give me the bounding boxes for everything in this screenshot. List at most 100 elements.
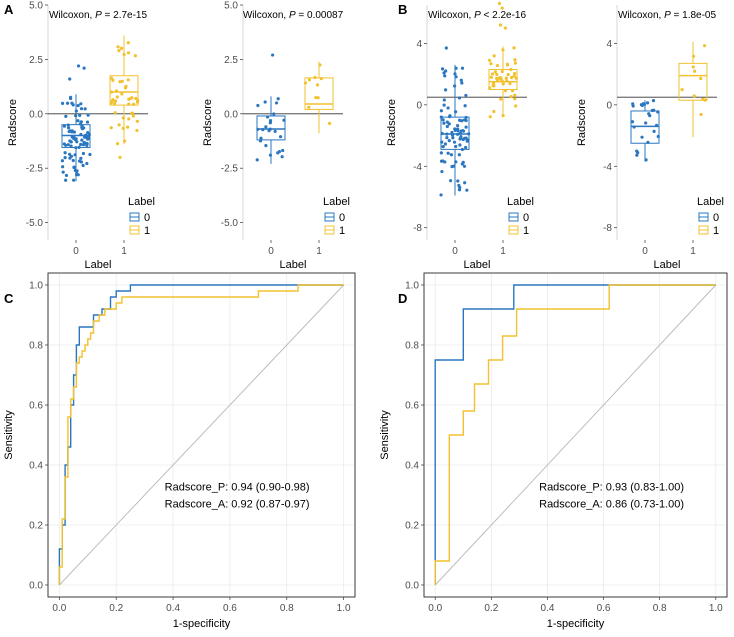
data-point [463, 181, 467, 185]
data-point [315, 83, 320, 87]
legend-item-label: 1 [339, 225, 345, 237]
y-tick-label: 1.0 [29, 281, 43, 292]
data-point [631, 104, 635, 108]
data-point [64, 114, 68, 118]
data-point [273, 129, 277, 133]
data-point [121, 126, 125, 130]
data-point [79, 107, 84, 111]
data-point [276, 97, 280, 101]
outlier-point [503, 26, 507, 30]
panel-label: C [4, 291, 14, 306]
data-point [255, 158, 259, 162]
data-point [78, 122, 82, 126]
y-tick-label: -8 [413, 223, 422, 234]
data-point [327, 121, 332, 125]
title-p: P [95, 10, 102, 21]
y-tick-label: 0.8 [29, 341, 43, 352]
data-point [81, 143, 86, 147]
data-point [261, 128, 265, 132]
data-point [132, 102, 136, 106]
data-point [117, 123, 121, 127]
data-point [266, 115, 270, 119]
data-point [127, 102, 131, 106]
legend-item-label: 0 [339, 212, 345, 224]
data-point [452, 140, 457, 144]
data-point [268, 153, 273, 157]
chance-diagonal [59, 284, 344, 586]
chart-title: Wilcoxon, P < 2.2e-16 [428, 10, 527, 21]
data-point [680, 87, 684, 92]
y-tick-label: -2.5 [221, 164, 239, 175]
data-point [85, 120, 90, 124]
data-point [62, 142, 66, 146]
data-point [452, 164, 456, 168]
y-tick-label: 2.5 [224, 55, 238, 66]
data-point [256, 127, 260, 131]
data-point [443, 88, 448, 92]
y-tick-label: 0.0 [405, 581, 419, 592]
y-tick-label: 1.0 [405, 281, 419, 292]
data-point [276, 151, 280, 155]
data-point [74, 172, 79, 177]
data-point [635, 149, 639, 153]
data-point [652, 108, 656, 112]
x-axis-label: Label [280, 259, 307, 271]
data-point [441, 118, 445, 122]
data-point [274, 101, 279, 105]
data-point [501, 48, 505, 52]
data-point [464, 125, 468, 129]
data-point [258, 139, 263, 143]
data-point [640, 135, 644, 139]
data-point [135, 119, 139, 123]
data-point [63, 156, 67, 160]
y-tick-label: 0.6 [405, 401, 419, 412]
data-point [644, 121, 648, 125]
data-point [458, 143, 462, 147]
data-point [81, 151, 86, 156]
data-point [504, 76, 508, 80]
data-point [316, 96, 320, 100]
legend-entry-radscore-p: Radscore_P: 0.94 (0.90-0.98) [165, 482, 310, 494]
data-point [699, 112, 703, 117]
data-point [131, 114, 135, 118]
data-point [126, 51, 131, 55]
x-tick-label: 0.0 [52, 603, 66, 614]
data-point [489, 62, 493, 66]
data-point [78, 113, 82, 117]
data-point [509, 76, 514, 80]
legend-item-label: 0 [713, 212, 719, 224]
data-point [445, 136, 449, 140]
outlier-point [497, 1, 502, 6]
data-point [459, 78, 463, 82]
panel-label: D [398, 291, 407, 306]
data-point [281, 148, 285, 153]
data-point [630, 120, 635, 124]
data-point [464, 93, 468, 98]
box [109, 75, 139, 106]
data-point [460, 66, 465, 70]
data-point [467, 132, 471, 136]
boxplot-panel-2: Wilcoxon, P = 0.00087-5.0-2.50.02.55.00 1… [202, 1, 350, 272]
data-point [443, 74, 447, 78]
y-tick-label: -8 [603, 223, 612, 234]
data-point [656, 134, 660, 139]
data-point [74, 109, 78, 113]
data-point [648, 114, 652, 118]
data-point [117, 49, 121, 53]
data-point [109, 126, 113, 130]
legend-title: Label [323, 196, 350, 208]
data-point [645, 101, 650, 105]
data-point [81, 163, 85, 168]
data-point [280, 155, 284, 159]
data-point [440, 131, 444, 136]
data-point [632, 125, 636, 129]
data-point [453, 128, 457, 133]
data-point [459, 134, 463, 139]
data-point [443, 160, 447, 164]
data-point [513, 58, 517, 62]
data-point [501, 114, 505, 118]
data-point [692, 69, 697, 73]
data-point [79, 132, 83, 137]
x-tick-label: 0 [452, 246, 458, 257]
